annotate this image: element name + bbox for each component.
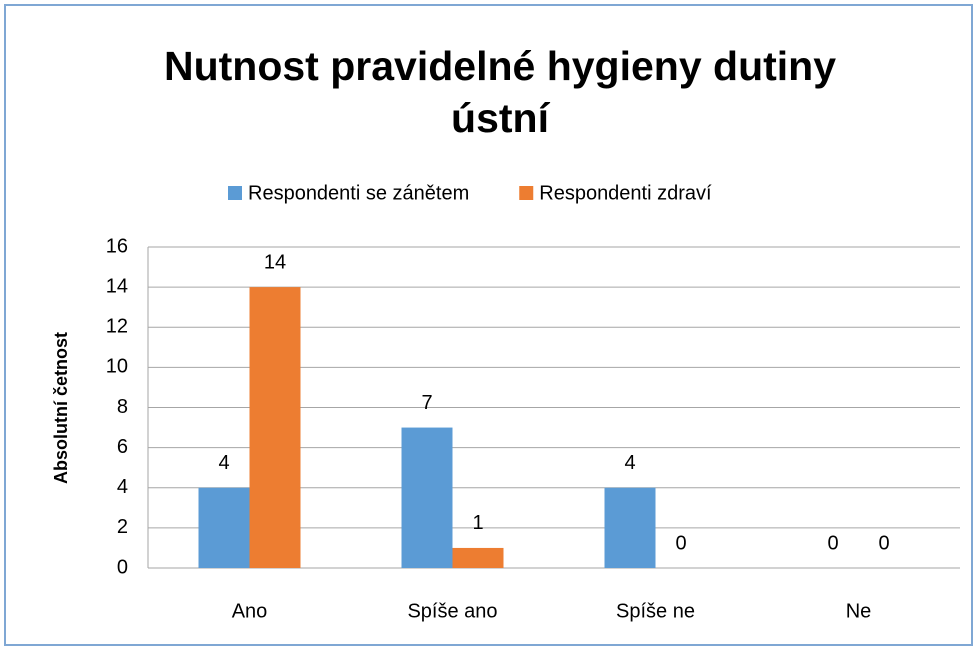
x-tick-label: Ne — [846, 600, 872, 622]
y-tick-label: 8 — [117, 396, 128, 418]
y-tick-label: 12 — [106, 316, 128, 338]
data-label: 0 — [827, 532, 838, 554]
y-tick-label: 6 — [117, 436, 128, 458]
bar — [452, 547, 504, 568]
legend-label: Respondenti zdraví — [539, 182, 712, 204]
bar — [401, 427, 453, 568]
legend-label: Respondenti se zánětem — [248, 182, 469, 204]
bar — [604, 487, 656, 568]
x-tick-label: Spíše ano — [407, 600, 497, 622]
data-label: 4 — [624, 452, 635, 474]
data-label: 1 — [472, 512, 483, 534]
chart-border — [4, 4, 973, 646]
y-tick-label: 10 — [106, 356, 128, 378]
data-label: 0 — [878, 532, 889, 554]
data-label: 0 — [675, 532, 686, 554]
y-tick-label: 14 — [106, 275, 128, 297]
y-tick-label: 4 — [117, 476, 128, 498]
data-label: 14 — [264, 251, 286, 273]
x-tick-label: Spíše ne — [616, 600, 695, 622]
y-tick-label: 16 — [106, 235, 128, 257]
legend-swatch — [519, 186, 534, 200]
data-label: 4 — [218, 452, 229, 474]
chart-title: Nutnost pravidelné hygieny dutiny ústní — [163, 43, 836, 141]
bar — [249, 287, 301, 568]
y-tick-label: 0 — [117, 556, 128, 578]
bar — [198, 487, 250, 568]
x-tick-label: Ano — [232, 600, 268, 622]
y-tick-label: 2 — [117, 516, 128, 538]
y-axis-label: Absolutní četnost — [51, 332, 71, 484]
legend-swatch — [228, 186, 242, 200]
data-label: 7 — [421, 392, 432, 414]
